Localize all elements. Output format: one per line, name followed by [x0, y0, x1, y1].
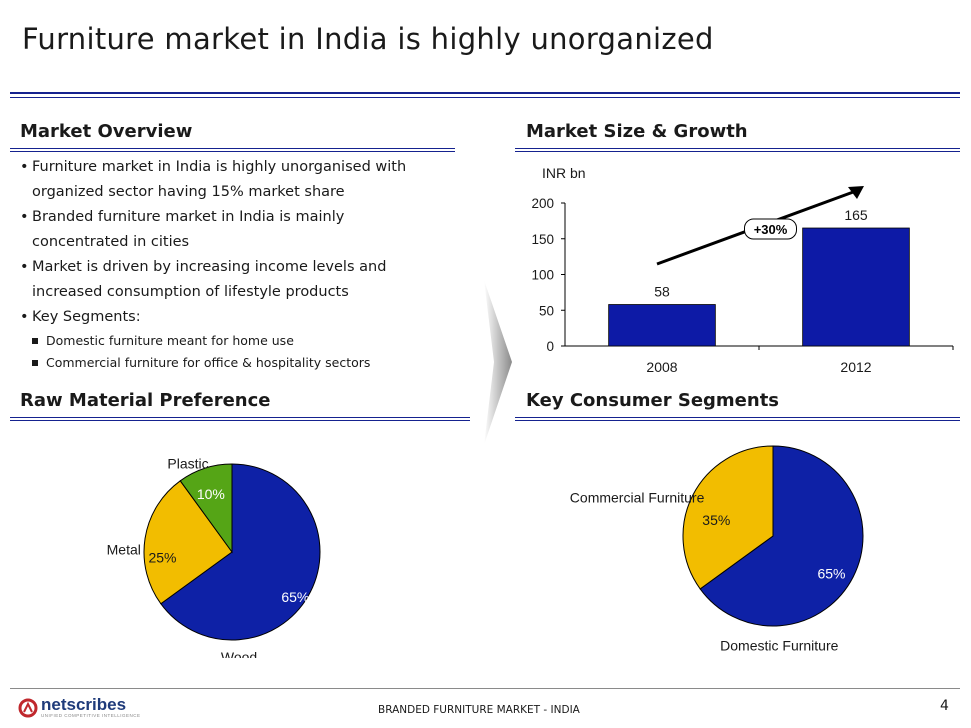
- netscribes-logo: netscribes UNIFIED COMPETITIVE INTELLIGE…: [18, 696, 141, 719]
- pie-category-label: Metal: [107, 542, 141, 558]
- pie-slice: [699, 445, 864, 627]
- footer-title: BRANDED FURNITURE MARKET - INDIA: [378, 704, 580, 716]
- y-tick-label: 100: [531, 268, 554, 283]
- pie-data-label: 10%: [197, 486, 225, 502]
- raw-material-heading: Raw Material Preference: [20, 390, 271, 411]
- page-title: Furniture market in India is highly unor…: [22, 22, 714, 56]
- market-overview-bullets: • Furniture market in India is highly uno…: [20, 155, 490, 374]
- page-number: 4: [940, 698, 949, 714]
- pie-slice: [143, 480, 233, 605]
- square-bullet-icon: [32, 360, 38, 366]
- bullet-text-continued: concentrated in cities: [32, 234, 190, 250]
- pie-category-label: Commercial Furniture: [570, 490, 705, 506]
- bullet-text: Branded furniture market in India is mai…: [32, 209, 345, 225]
- pie-data-label: 35%: [702, 512, 730, 528]
- consumer-segments-pie-chart: 65% Domestic Furniture 35% Commercial Furni…: [570, 445, 864, 653]
- bullet-item: • Key Segments:: [20, 305, 490, 330]
- sub-bullet-text: Domestic furniture meant for home use: [46, 333, 294, 348]
- title-rule-top: [10, 92, 960, 94]
- bullet-text: Key Segments:: [32, 309, 141, 325]
- consumer-segments-rule: [515, 417, 960, 418]
- y-axis-unit-label: INR bn: [542, 165, 586, 181]
- pie-category-label: Plastic: [167, 455, 208, 471]
- pie-category-label: Wood: [221, 649, 257, 658]
- bar-data-label: 58: [654, 284, 670, 300]
- consumer-segments-heading: Key Consumer Segments: [526, 390, 780, 411]
- pie-slice: [160, 463, 321, 641]
- raw-material-rule: [10, 417, 470, 418]
- growth-annotation: +30%: [754, 222, 788, 237]
- raw-material-pie-chart: 65% Wood 25% Metal 10% Plastic: [107, 455, 321, 658]
- chevron-right-icon: [484, 280, 512, 445]
- square-bullet-icon: [32, 338, 38, 344]
- bar: [608, 304, 716, 347]
- y-tick-label: 200: [531, 196, 554, 211]
- pie-category-label: Domestic Furniture: [720, 637, 838, 653]
- x-tick-label: 2008: [646, 359, 677, 375]
- market-size-bar-chart: INR bn 0 50 100 150 200 58 2008 165 2012 +30%: [531, 165, 954, 375]
- footer-rule: [10, 688, 960, 689]
- market-overview-heading: Market Overview: [20, 121, 193, 142]
- y-tick-label: 0: [546, 339, 554, 354]
- market-size-rule-2: [515, 151, 960, 152]
- x-tick-label: 2012: [840, 359, 871, 375]
- sub-bullet-item: Domestic furniture meant for home use: [32, 330, 490, 352]
- pie-data-label: 65%: [281, 589, 309, 605]
- pie-data-label: 25%: [148, 550, 176, 566]
- bullet-text: Market is driven by increasing income le…: [32, 259, 387, 275]
- y-tick-label: 50: [539, 303, 554, 318]
- bullet-text-continued: organized sector having 15% market share: [32, 184, 345, 200]
- bullet-item: • Market is driven by increasing income l…: [20, 255, 490, 305]
- bar: [802, 227, 910, 347]
- pie-slice: [179, 463, 233, 554]
- sub-bullet-item: Commercial furniture for office & hospit…: [32, 352, 490, 374]
- logo-wordmark: netscribes: [41, 695, 127, 714]
- title-rule-bottom: [10, 97, 960, 98]
- raw-material-rule-2: [10, 420, 470, 421]
- growth-annotation-box: [744, 218, 797, 240]
- market-size-rule: [515, 148, 960, 149]
- market-overview-rule: [10, 148, 455, 149]
- bullet-text: Furniture market in India is highly unor…: [32, 159, 407, 175]
- pie-slice: [682, 445, 774, 590]
- bullet-item: • Furniture market in India is highly uno…: [20, 155, 490, 205]
- bar-data-label: 165: [844, 207, 868, 223]
- netscribes-logo-icon: [18, 698, 38, 717]
- bullet-text-continued: increased consumption of lifestyle produ…: [32, 284, 349, 300]
- sub-bullet-text: Commercial furniture for office & hospit…: [46, 355, 371, 370]
- market-overview-rule-2: [10, 151, 455, 152]
- logo-tagline: UNIFIED COMPETITIVE INTELLIGENCE: [41, 713, 141, 718]
- consumer-segments-rule-2: [515, 420, 960, 421]
- y-tick-label: 150: [531, 232, 554, 247]
- pie-data-label: 65%: [817, 565, 845, 581]
- market-size-heading: Market Size & Growth: [526, 121, 748, 142]
- bullet-item: • Branded furniture market in India is ma…: [20, 205, 490, 255]
